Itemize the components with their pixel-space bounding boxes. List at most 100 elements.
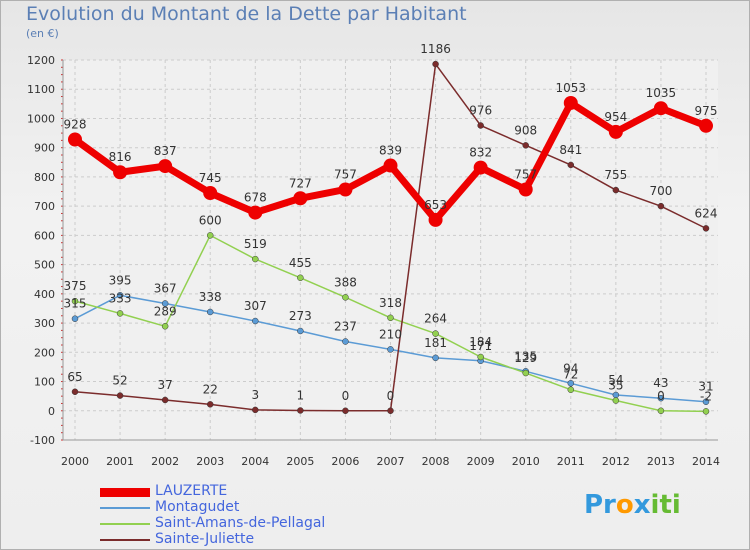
data-label-montagudet-2003: 338 xyxy=(199,290,222,304)
x-tick-label-2007: 2007 xyxy=(377,455,405,468)
x-tick-label-2006: 2006 xyxy=(331,455,359,468)
point-sainte-juliette-2002 xyxy=(161,396,169,404)
legend-label-saint-amans: Saint-Amans-de-Pellagal xyxy=(155,515,326,531)
point-lauzerte-2001 xyxy=(113,165,128,180)
chart-title: Evolution du Montant de la Dette par Hab… xyxy=(26,3,467,25)
point-lauzerte-2010 xyxy=(518,182,533,197)
legend-swatch-montagudet xyxy=(100,507,150,509)
data-label-sainte-juliette-2000: 65 xyxy=(67,370,82,384)
data-label-sainte-juliette-2006: 0 xyxy=(342,389,350,403)
point-saint-amans-de-pellagal-2011 xyxy=(567,386,575,393)
point-montagudet-2004 xyxy=(252,317,259,325)
y-tick-label-400: 400 xyxy=(34,288,55,301)
data-label-montagudet-2007: 210 xyxy=(379,327,402,341)
data-label-lauzerte-2006: 757 xyxy=(334,167,357,181)
y-tick-label-800: 800 xyxy=(34,171,55,184)
data-label-montagudet-2004: 307 xyxy=(244,299,267,313)
point-lauzerte-2009 xyxy=(473,160,488,175)
data-label-montagudet-2005: 273 xyxy=(289,309,312,323)
point-saint-amans-de-pellagal-2014 xyxy=(702,408,710,415)
data-label-saint-amans-de-pellagal-2012: 35 xyxy=(608,379,623,393)
point-lauzerte-2004 xyxy=(248,205,263,220)
point-montagudet-2014 xyxy=(702,398,710,405)
x-tick-label-2005: 2005 xyxy=(286,455,314,468)
point-montagudet-2006 xyxy=(342,338,349,345)
point-montagudet-2011 xyxy=(567,380,575,387)
data-label-montagudet-2010: 135 xyxy=(514,349,537,363)
data-label-montagudet-2009: 171 xyxy=(469,339,492,353)
y-tick-label-1200: 1200 xyxy=(27,54,55,67)
legend-label-lauzerte: LAUZERTE xyxy=(155,483,228,499)
data-label-lauzerte-2002: 837 xyxy=(154,144,177,158)
data-label-sainte-juliette-2013: 700 xyxy=(649,184,672,198)
data-label-lauzerte-2013: 1035 xyxy=(646,86,677,100)
point-montagudet-2002 xyxy=(161,300,169,307)
point-sainte-juliette-2005 xyxy=(297,407,304,414)
point-lauzerte-2002 xyxy=(158,159,173,174)
point-montagudet-2013 xyxy=(657,394,665,402)
x-tick-label-2013: 2013 xyxy=(647,455,675,468)
point-saint-amans-de-pellagal-2007 xyxy=(387,314,394,322)
data-label-saint-amans-de-pellagal-2009: 184 xyxy=(469,335,492,349)
y-tick-label-1000: 1000 xyxy=(27,112,55,125)
data-label-saint-amans-de-pellagal-2000: 375 xyxy=(64,279,87,293)
y-tick-label-100: 100 xyxy=(34,376,55,389)
proxiti-logo: Proxiti xyxy=(584,490,681,520)
data-label-lauzerte-2001: 816 xyxy=(109,150,132,164)
chart-subtitle: (en €) xyxy=(26,27,59,40)
data-label-saint-amans-de-pellagal-2010: 129 xyxy=(514,351,537,365)
data-label-sainte-juliette-2010: 908 xyxy=(514,123,537,137)
y-tick-label-900: 900 xyxy=(34,142,55,155)
point-lauzerte-2005 xyxy=(293,191,308,206)
y-tick-label-300: 300 xyxy=(34,317,55,330)
point-montagudet-2001 xyxy=(116,292,124,299)
legend-swatch-sainte-juliette xyxy=(100,539,150,541)
y-tick-label--100: -100 xyxy=(30,434,55,447)
data-label-montagudet-2001: 395 xyxy=(109,273,132,287)
data-label-saint-amans-de-pellagal-2005: 455 xyxy=(289,256,312,270)
point-montagudet-2008 xyxy=(432,354,439,362)
data-label-saint-amans-de-pellagal-2014: -2 xyxy=(700,389,712,403)
legend-label-montagudet: Montagudet xyxy=(155,499,240,515)
data-label-montagudet-2002: 367 xyxy=(154,281,177,295)
point-sainte-juliette-2013 xyxy=(657,202,665,210)
data-label-sainte-juliette-2004: 3 xyxy=(251,388,259,402)
point-montagudet-2012 xyxy=(612,391,620,399)
point-sainte-juliette-2014 xyxy=(702,225,710,232)
point-lauzerte-2007 xyxy=(383,158,398,173)
point-lauzerte-2013 xyxy=(653,101,668,116)
x-tick-label-2009: 2009 xyxy=(467,455,495,468)
data-label-lauzerte-2008: 653 xyxy=(424,198,447,212)
point-saint-amans-de-pellagal-2013 xyxy=(657,407,665,415)
data-label-sainte-juliette-2009: 976 xyxy=(469,103,492,117)
data-label-saint-amans-de-pellagal-2013: 0 xyxy=(657,389,665,403)
point-lauzerte-2011 xyxy=(563,95,578,110)
data-label-montagudet-2011: 94 xyxy=(563,361,578,375)
data-label-sainte-juliette-2002: 37 xyxy=(158,378,173,392)
x-tick-label-2010: 2010 xyxy=(512,455,540,468)
data-label-lauzerte-2011: 1053 xyxy=(556,81,587,95)
point-lauzerte-2000 xyxy=(68,132,82,147)
point-sainte-juliette-2009 xyxy=(477,122,484,129)
data-label-montagudet-2006: 237 xyxy=(334,319,357,333)
data-label-lauzerte-2005: 727 xyxy=(289,176,312,190)
point-saint-amans-de-pellagal-2000 xyxy=(71,297,79,305)
point-montagudet-2005 xyxy=(297,327,304,335)
data-label-lauzerte-2004: 678 xyxy=(244,191,267,205)
data-label-lauzerte-2014: 975 xyxy=(695,104,718,118)
point-sainte-juliette-2010 xyxy=(522,142,529,149)
point-sainte-juliette-2012 xyxy=(612,186,620,194)
point-saint-amans-de-pellagal-2005 xyxy=(297,274,304,282)
x-tick-label-2014: 2014 xyxy=(692,455,720,468)
y-tick-label-1100: 1100 xyxy=(27,83,55,96)
data-label-lauzerte-2003: 745 xyxy=(199,171,222,185)
data-label-lauzerte-2007: 839 xyxy=(379,144,402,158)
data-label-sainte-juliette-2005: 1 xyxy=(297,388,305,402)
point-saint-amans-de-pellagal-2001 xyxy=(116,310,124,317)
x-tick-label-2002: 2002 xyxy=(151,455,179,468)
legend-swatch-lauzerte xyxy=(100,488,150,497)
point-montagudet-2003 xyxy=(206,308,214,316)
point-sainte-juliette-2000 xyxy=(71,388,79,396)
x-tick-label-2001: 2001 xyxy=(106,455,134,468)
data-label-montagudet-2000: 315 xyxy=(64,297,87,311)
